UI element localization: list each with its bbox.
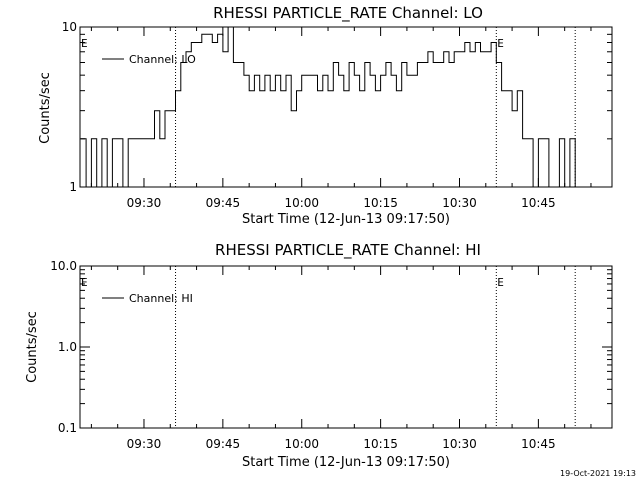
panel-hi-legend: Channel: HI	[102, 292, 193, 305]
panel-lo-frame	[79, 26, 613, 188]
event-marker-label: E	[81, 276, 88, 289]
x-tick-label: 09:30	[127, 437, 162, 451]
panel-lo-ylabel: Counts/sec	[38, 72, 53, 144]
x-tick-label: 09:45	[206, 196, 241, 210]
series-line-channel-lo	[80, 26, 581, 188]
panel-lo: RHESSI PARTICLE_RATE Channel: LO Counts/…	[38, 4, 613, 227]
panel-hi-title: RHESSI PARTICLE_RATE Channel: HI	[215, 241, 481, 260]
legend-label-lo: Channel: LO	[129, 53, 196, 66]
x-tick-label: 10:00	[284, 196, 319, 210]
panel-hi-y-axis: 0.1 1.0 10.0	[50, 259, 612, 435]
event-marker-label: E	[497, 37, 504, 50]
panel-hi-vlines	[175, 266, 576, 428]
panel-hi-frame	[79, 265, 613, 429]
y-tick-label: 10.0	[50, 259, 77, 273]
panel-hi-xlabel: Start Time (12-Jun-13 09:17:50)	[242, 455, 450, 470]
panel-hi-ylabel: Counts/sec	[25, 311, 40, 383]
panel-lo-xlabel: Start Time (12-Jun-13 09:17:50)	[242, 212, 450, 227]
x-tick-label: 10:00	[284, 437, 319, 451]
panel-lo-y-axis: 1 10	[62, 20, 612, 194]
panel-lo-vlines	[175, 27, 576, 187]
y-tick-label: 10	[62, 20, 77, 34]
y-tick-label: 1	[69, 180, 77, 194]
legend-label-hi: Channel: HI	[129, 292, 193, 305]
panel-lo-x-axis: 09:30 09:45 10:00 10:15 10:30 10:45	[90, 27, 592, 210]
panel-lo-title: RHESSI PARTICLE_RATE Channel: LO	[213, 4, 483, 23]
x-tick-label: 09:45	[206, 437, 241, 451]
y-tick-label: 1.0	[58, 340, 77, 354]
x-tick-label: 10:30	[442, 437, 477, 451]
x-tick-label: 10:15	[363, 437, 398, 451]
event-marker-label: E	[81, 37, 88, 50]
x-tick-label: 10:30	[442, 196, 477, 210]
x-tick-label: 10:45	[521, 437, 556, 451]
x-tick-label: 10:45	[521, 196, 556, 210]
event-marker-label: E	[497, 276, 504, 289]
y-tick-label: 0.1	[58, 421, 77, 435]
x-tick-label: 10:15	[363, 196, 398, 210]
panel-hi: RHESSI PARTICLE_RATE Channel: HI Counts/…	[25, 241, 613, 470]
panel-lo-legend: Channel: LO	[102, 53, 196, 66]
panel-hi-x-axis: 09:30 09:45 10:00 10:15 10:30 10:45	[90, 266, 592, 451]
x-tick-label: 09:30	[127, 196, 162, 210]
footer-timestamp: 19-Oct-2021 19:13	[560, 469, 636, 478]
